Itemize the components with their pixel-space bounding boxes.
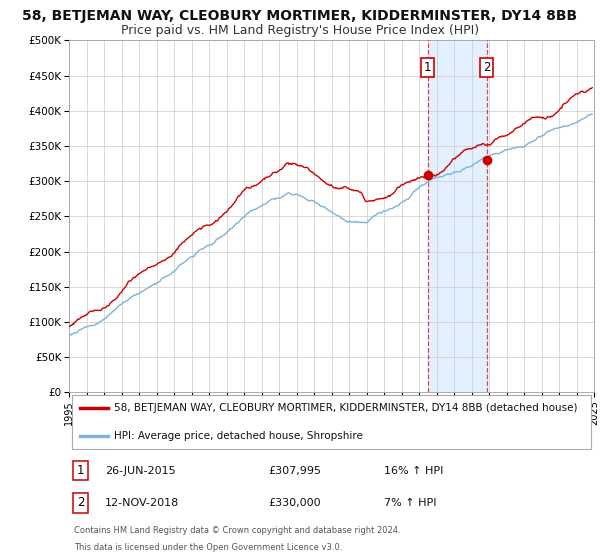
Text: 58, BETJEMAN WAY, CLEOBURY MORTIMER, KIDDERMINSTER, DY14 8BB: 58, BETJEMAN WAY, CLEOBURY MORTIMER, KID… xyxy=(22,9,578,23)
Text: 1: 1 xyxy=(77,464,84,477)
Text: 26-JUN-2015: 26-JUN-2015 xyxy=(105,465,175,475)
Text: 2: 2 xyxy=(483,60,490,73)
FancyBboxPatch shape xyxy=(71,395,592,449)
Text: Contains HM Land Registry data © Crown copyright and database right 2024.: Contains HM Land Registry data © Crown c… xyxy=(74,526,401,535)
Text: £330,000: £330,000 xyxy=(269,498,321,508)
Text: This data is licensed under the Open Government Licence v3.0.: This data is licensed under the Open Gov… xyxy=(74,543,343,552)
Text: 7% ↑ HPI: 7% ↑ HPI xyxy=(384,498,437,508)
Text: 1: 1 xyxy=(424,60,431,73)
Text: £307,995: £307,995 xyxy=(269,465,322,475)
Text: 58, BETJEMAN WAY, CLEOBURY MORTIMER, KIDDERMINSTER, DY14 8BB (detached house): 58, BETJEMAN WAY, CLEOBURY MORTIMER, KID… xyxy=(113,403,577,413)
Text: Price paid vs. HM Land Registry's House Price Index (HPI): Price paid vs. HM Land Registry's House … xyxy=(121,24,479,36)
Text: 2: 2 xyxy=(77,497,84,510)
Text: 12-NOV-2018: 12-NOV-2018 xyxy=(105,498,179,508)
Text: HPI: Average price, detached house, Shropshire: HPI: Average price, detached house, Shro… xyxy=(113,431,362,441)
Text: 16% ↑ HPI: 16% ↑ HPI xyxy=(384,465,443,475)
Bar xyxy=(428,40,487,393)
